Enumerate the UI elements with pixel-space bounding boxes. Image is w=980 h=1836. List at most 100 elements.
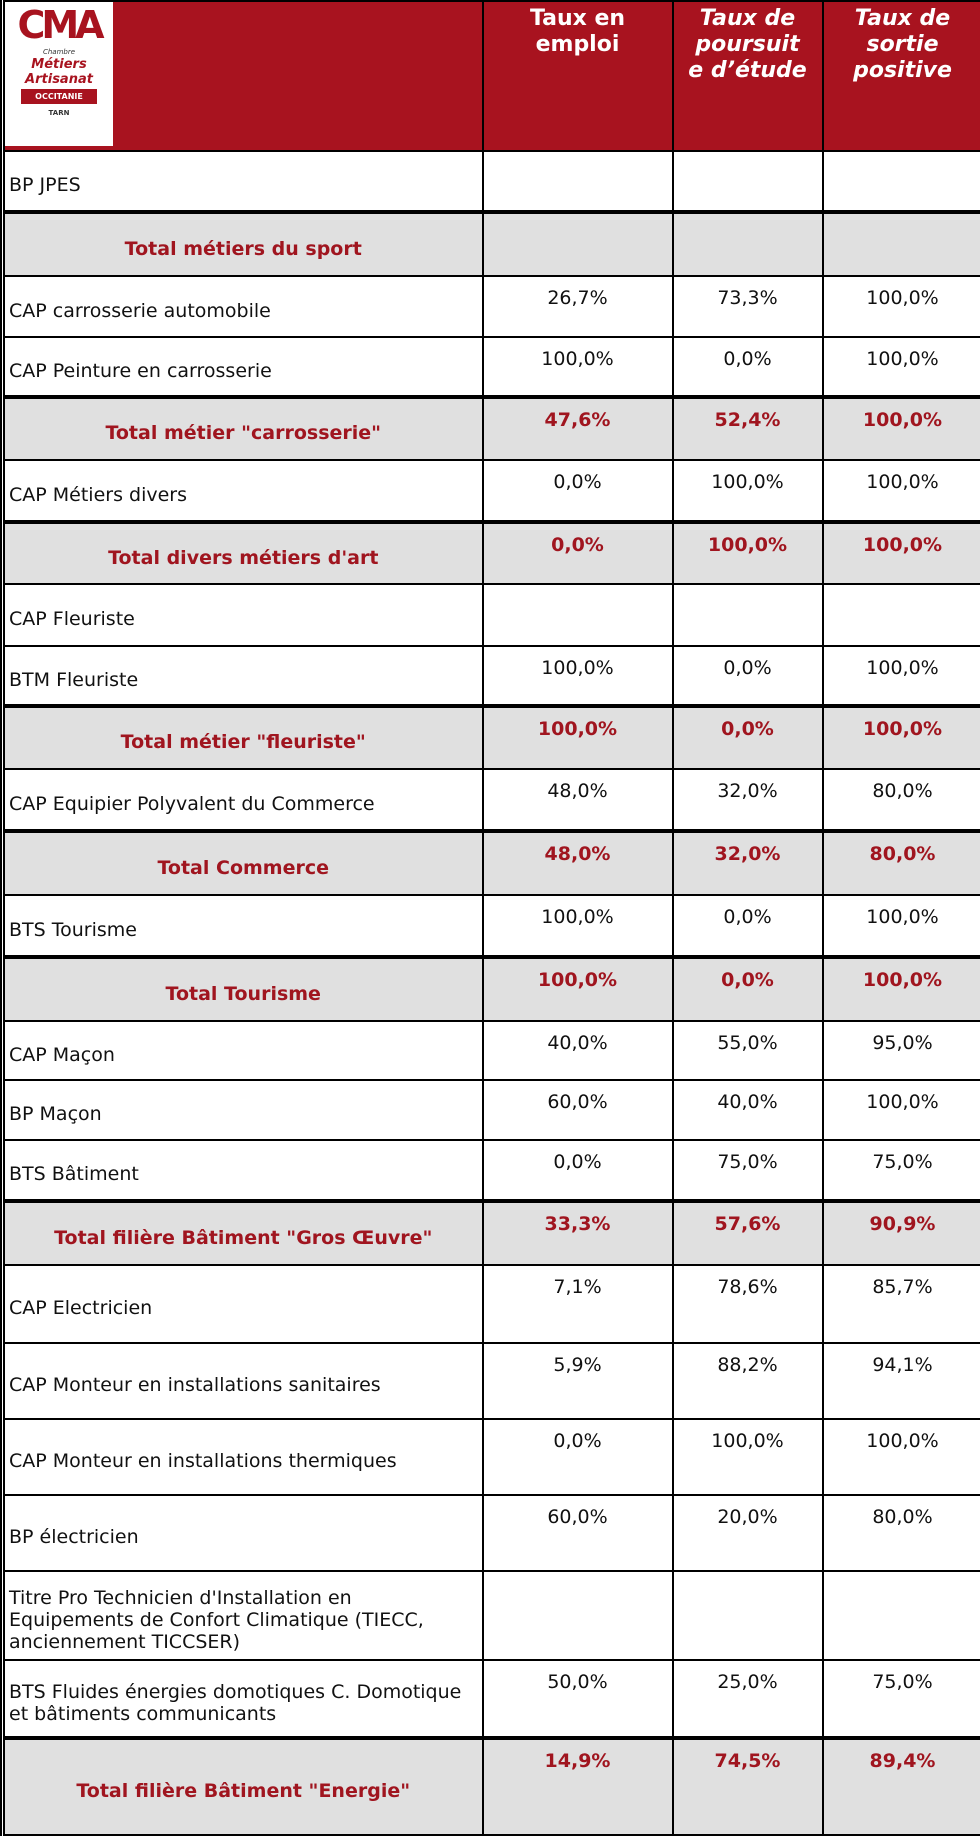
cell-value: 100,0%	[821, 395, 980, 461]
row-label: CAP Métiers divers	[1, 459, 484, 523]
total-row: Total Tourisme 100,0% 0,0% 100,0%	[1, 955, 980, 1022]
cell-value: 0,0%	[481, 520, 674, 585]
cell-value: 0,0%	[481, 459, 674, 523]
row-label: CAP Peinture en carrosserie	[1, 336, 484, 398]
cell-value: 73,3%	[671, 275, 824, 338]
cell-value: 7,1%	[481, 1264, 674, 1344]
logo-mark: CMA	[17, 3, 104, 47]
cell-value: 80,0%	[821, 1494, 980, 1572]
cell-value: 89,4%	[821, 1736, 980, 1836]
cell-value: 90,9%	[821, 1199, 980, 1266]
cell-value	[671, 210, 824, 277]
row: CAP Monteur en installations thermiques 0…	[1, 1418, 980, 1496]
cell-value: 100,0%	[481, 955, 674, 1022]
row-label: BTM Fleuriste	[1, 645, 484, 707]
cell-value: 40,0%	[671, 1079, 824, 1141]
column-header: Taux en emploi	[481, 0, 674, 152]
cell-value: 94,1%	[821, 1342, 980, 1420]
logo-cell: CMA Chambre Métiers Artisanat OCCITANIE …	[1, 0, 484, 152]
logo-text: Métiers	[31, 57, 87, 72]
cell-value: 100,0%	[821, 275, 980, 338]
row: CAP Métiers divers 0,0% 100,0% 100,0%	[1, 459, 980, 523]
row-label: CAP Monteur en installations thermiques	[1, 1418, 484, 1496]
row: CAP Equipier Polyvalent du Commerce 48,0%…	[1, 768, 980, 832]
cell-value: 32,0%	[671, 829, 824, 896]
cell-value: 100,0%	[481, 645, 674, 707]
cell-value: 0,0%	[671, 955, 824, 1022]
row: BP Maçon 60,0% 40,0% 100,0%	[1, 1079, 980, 1141]
column-header-line: Taux de	[854, 6, 951, 31]
row-label: CAP carrosserie automobile	[1, 275, 484, 338]
cell-value: 85,7%	[821, 1264, 980, 1344]
cell-value: 100,0%	[821, 520, 980, 585]
column-header-line: sortie	[866, 32, 939, 57]
cell-value	[821, 210, 980, 277]
cell-value: 26,7%	[481, 275, 674, 338]
cell-value: 78,6%	[671, 1264, 824, 1344]
logo-text: Artisanat	[25, 72, 93, 87]
cell-value: 5,9%	[481, 1342, 674, 1420]
cell-value: 0,0%	[671, 645, 824, 707]
cell-value: 0,0%	[481, 1139, 674, 1202]
cell-value: 0,0%	[671, 704, 824, 770]
total-row: Total métier "fleuriste" 100,0% 0,0% 100,0%	[1, 704, 980, 770]
row-label: CAP Equipier Polyvalent du Commerce	[1, 768, 484, 832]
row: CAP Fleuriste	[1, 583, 980, 647]
cell-value: 60,0%	[481, 1494, 674, 1572]
row: BTS Bâtiment 0,0% 75,0% 75,0%	[1, 1139, 980, 1202]
row-label: BP Maçon	[1, 1079, 484, 1141]
row-label: Total filière Bâtiment "Gros Œuvre"	[1, 1199, 484, 1266]
cell-value	[481, 583, 674, 647]
row-label: BTS Tourisme	[1, 894, 484, 958]
row: BP JPES	[1, 150, 980, 213]
cell-value: 100,0%	[821, 1079, 980, 1141]
cell-value: 100,0%	[821, 459, 980, 523]
cell-value: 48,0%	[481, 768, 674, 832]
column-header-line: poursuit	[695, 32, 800, 57]
logo-text: OCCITANIE	[21, 89, 97, 104]
row: BTS Fluides énergies domotiques C. Domot…	[1, 1659, 980, 1739]
cell-value: 100,0%	[481, 894, 674, 958]
cell-value: 75,0%	[821, 1659, 980, 1739]
logo-text: TARN	[48, 109, 70, 117]
cell-value: 57,6%	[671, 1199, 824, 1266]
row-label: CAP Electricien	[1, 1264, 484, 1344]
cell-value: 100,0%	[821, 336, 980, 398]
row-label: Total métiers du sport	[1, 210, 484, 277]
column-header-line: emploi	[535, 32, 620, 57]
total-row: Total filière Bâtiment "Gros Œuvre" 33,3%…	[1, 1199, 980, 1266]
cell-value	[671, 1570, 824, 1661]
cell-value: 33,3%	[481, 1199, 674, 1266]
total-row: Total métier "carrosserie" 47,6% 52,4% 100,…	[1, 395, 980, 461]
row-label: Total métier "fleuriste"	[1, 704, 484, 770]
cell-value: 80,0%	[821, 829, 980, 896]
total-row: Total métiers du sport	[1, 210, 980, 277]
total-row: Total divers métiers d'art 0,0% 100,0% 100,…	[1, 520, 980, 585]
row: CAP Peinture en carrosserie 100,0% 0,0% 100…	[1, 336, 980, 398]
cell-value	[671, 583, 824, 647]
cell-value: 47,6%	[481, 395, 674, 461]
cell-value: 55,0%	[671, 1020, 824, 1081]
row: Titre Pro Technicien d'Installation en E…	[1, 1570, 980, 1661]
column-header: Taux de poursuit e d’étude	[671, 0, 824, 152]
cell-value: 100,0%	[671, 459, 824, 523]
row-label: Total métier "carrosserie"	[1, 395, 484, 461]
row-label: Total Tourisme	[1, 955, 484, 1022]
row: BTM Fleuriste 100,0% 0,0% 100,0%	[1, 645, 980, 707]
row: BTS Tourisme 100,0% 0,0% 100,0%	[1, 894, 980, 958]
cell-value: 80,0%	[821, 768, 980, 832]
cell-value: 52,4%	[671, 395, 824, 461]
row-label: CAP Monteur en installations sanitaires	[1, 1342, 484, 1420]
total-row: Total Commerce 48,0% 32,0% 80,0%	[1, 829, 980, 896]
row: CAP carrosserie automobile 26,7% 73,3% 100,…	[1, 275, 980, 338]
row-label: BP électricien	[1, 1494, 484, 1572]
cell-value: 100,0%	[821, 1418, 980, 1496]
row-label: Total Commerce	[1, 829, 484, 896]
total-row: Total filière Bâtiment "Energie" 14,9% 74,…	[1, 1736, 980, 1836]
cell-value	[481, 150, 674, 213]
cell-value: 32,0%	[671, 768, 824, 832]
logo-text: Chambre	[42, 48, 76, 56]
row-label: CAP Fleuriste	[1, 583, 484, 647]
header-row: CMA Chambre Métiers Artisanat OCCITANIE …	[1, 0, 980, 152]
